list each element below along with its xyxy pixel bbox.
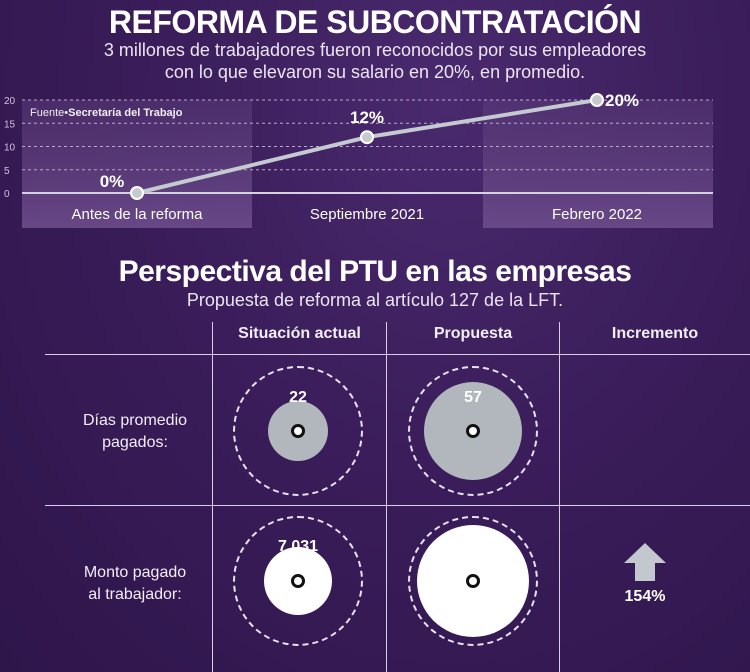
- amount-actual-value: 7,031: [277, 538, 319, 555]
- row-label-dias: Días promedio pagados:: [82, 412, 188, 451]
- days-actual-value: 22: [289, 389, 307, 406]
- data-point: [130, 186, 144, 200]
- table-divider-horizontal: [45, 505, 750, 506]
- center-dot: [291, 574, 305, 588]
- subtitle-line-2: con lo que elevaron su salario en 20%, e…: [164, 62, 586, 82]
- x-tick-label: Antes de la reforma: [72, 206, 204, 223]
- reference-ring: [233, 366, 363, 496]
- table-divider-vertical: [559, 322, 560, 672]
- data-point: [360, 130, 374, 145]
- subtitle-line-1: 3 millones de trabajadores fueron recono…: [103, 40, 647, 60]
- y-tick-label: 5: [4, 166, 10, 177]
- data-label: 12%: [350, 108, 384, 127]
- center-dot: [291, 424, 305, 438]
- table-divider-horizontal: [45, 354, 750, 355]
- section-title-ptu: Perspectiva del PTU en las empresas: [118, 255, 632, 288]
- section-subtitle-ptu: Propuesta de reforma al artículo 127 de …: [186, 290, 564, 310]
- center-dot: [466, 574, 480, 588]
- source-note: Fuente•Secretaría del Trabajo: [30, 107, 183, 119]
- reference-ring: [408, 366, 538, 496]
- days-propuesta-value: 57: [464, 389, 482, 406]
- column-header-actual: Situación actual: [238, 325, 361, 342]
- column-header-propuesta: Propuesta: [433, 325, 513, 342]
- reference-ring: [408, 516, 538, 646]
- shaded-band-left: [22, 100, 252, 228]
- row-label-monto: Monto pagado al trabajador:: [83, 564, 187, 603]
- y-tick-label: 0: [4, 189, 10, 200]
- line-chart: 0 5 10 15 20 Fuente•Secretaría del Trabajo 0…: [4, 91, 713, 228]
- shaded-band-right: [483, 100, 713, 228]
- column-header-incremento: Incremento: [611, 325, 699, 342]
- page-title: REFORMA DE SUBCONTRATACIÓN: [108, 4, 642, 40]
- x-tick-label: Febrero 2022: [552, 206, 642, 223]
- table-divider-vertical: [386, 322, 387, 672]
- amount-propuesta-value: 18,557: [448, 535, 498, 552]
- reference-ring: [233, 516, 363, 646]
- data-label: 0%: [100, 172, 125, 191]
- arrow-up-icon: [624, 543, 666, 581]
- table-divider-vertical: [212, 322, 213, 672]
- y-tick-label: 10: [4, 143, 16, 154]
- data-point: [590, 93, 604, 107]
- center-dot: [466, 424, 480, 438]
- data-label: 20%: [605, 91, 639, 110]
- increment-value: 154%: [624, 588, 666, 605]
- y-tick-label: 15: [4, 119, 16, 130]
- y-tick-label: 20: [4, 96, 16, 107]
- x-tick-label: Septiembre 2021: [310, 206, 424, 223]
